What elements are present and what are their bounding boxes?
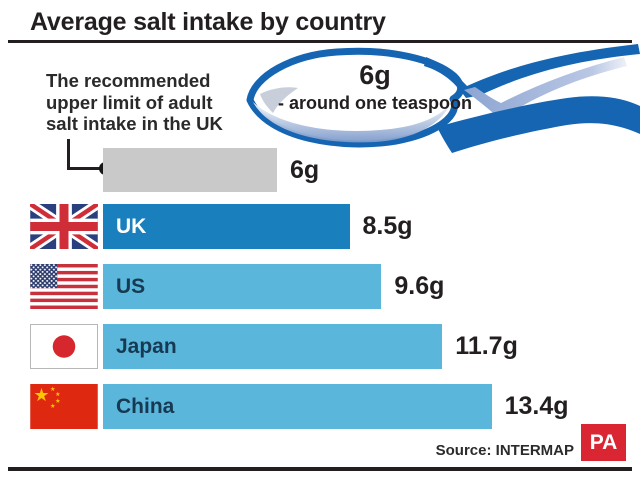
spoon-bowl-shading (253, 99, 452, 143)
bottom-divider (8, 467, 632, 471)
reference-bar (103, 148, 277, 192)
title-divider (8, 40, 632, 43)
bar-label-uk: UK (116, 214, 147, 238)
spoon-illustration (246, 44, 640, 153)
bar-label-china: China (116, 394, 175, 418)
spoon-handle-bottom (437, 96, 640, 153)
bar-row-us: US 9.6g (30, 264, 444, 309)
bar-row-uk: UK 8.5g (30, 204, 413, 249)
pa-logo: PA (581, 424, 626, 461)
spoon-caption: - around one teaspoon (277, 93, 472, 113)
spoon-handle-top (424, 44, 640, 98)
spoon-value-label: 6g (359, 60, 391, 90)
bar-value-china: 13.4g (504, 392, 569, 420)
bar-japan: Japan (103, 324, 443, 369)
spoon-bowl-highlight (260, 87, 298, 113)
bar-label-japan: Japan (116, 334, 177, 358)
china-flag-icon (30, 384, 98, 429)
pa-logo-text: PA (589, 430, 618, 454)
bar-uk: UK (103, 204, 350, 249)
spoon-handle-grey-band (464, 57, 627, 117)
annotation-line-3: salt intake in the UK (46, 113, 223, 134)
annotation-line-1: The recommended (46, 70, 211, 91)
annotation-line-2: upper limit of adult (46, 91, 213, 113)
reference-bar-row: 6g (103, 148, 319, 192)
source-credit: Source: INTERMAP (435, 442, 574, 459)
bar-china: China (103, 384, 492, 429)
bar-row-china: China 13.4g (30, 384, 569, 429)
reference-value-label: 6g (290, 155, 320, 184)
annotation-connector-horizontal (67, 167, 105, 170)
bar-value-japan: 11.7g (455, 332, 518, 360)
us-flag-icon (30, 264, 98, 309)
bar-value-uk: 8.5g (362, 212, 413, 240)
uk-flag-icon (30, 204, 98, 249)
japan-flag-icon (30, 324, 98, 369)
bar-value-us: 9.6g (394, 272, 445, 300)
bar-label-us: US (116, 274, 146, 298)
bar-row-japan: Japan 11.7g (30, 324, 518, 369)
annotation-connector-vertical (67, 139, 70, 170)
chart-title: Average salt intake by country (30, 8, 386, 36)
reference-annotation: The recommended upper limit of adult sal… (46, 70, 223, 135)
bar-us: US (103, 264, 382, 309)
